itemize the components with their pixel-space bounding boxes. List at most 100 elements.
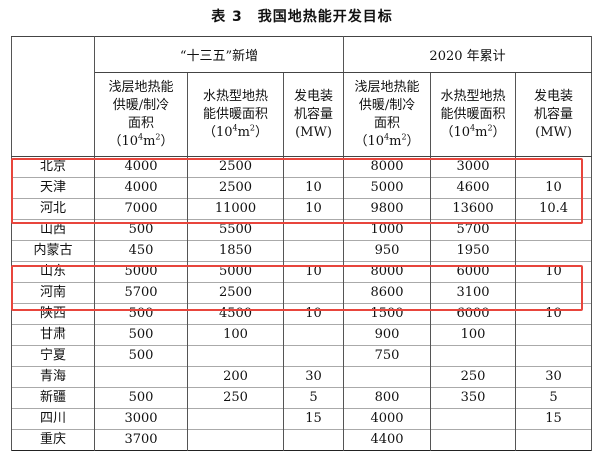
hydro-plan-cell: 2500 xyxy=(187,156,284,178)
shallow-plan-cell: 3000 xyxy=(94,408,188,430)
shallow-plan-cell: 7000 xyxy=(94,198,188,220)
power-cumulative-cell: 10 xyxy=(515,261,593,283)
power-cumulative-cell: 10.4 xyxy=(515,198,593,220)
shallow-cumulative-cell: 8000 xyxy=(343,261,432,283)
hydro-cumulative-cell: 4600 xyxy=(430,177,517,199)
shallow-cumulative-cell: 750 xyxy=(343,345,432,367)
hydro-plan-cell xyxy=(187,429,284,451)
table-row: 河南 5700 2500 8600 3100 xyxy=(11,282,593,304)
hydro-plan-cell: 1850 xyxy=(187,240,284,262)
hydro-plan-cell: 11000 xyxy=(187,198,284,220)
hydro-cumulative-cell: 3000 xyxy=(430,156,517,178)
header-line: 水热型地热 xyxy=(202,88,268,104)
hydro-cumulative-cell xyxy=(430,429,517,451)
header-line: 机容量 xyxy=(534,106,574,122)
shallow-cumulative-cell: 800 xyxy=(343,387,432,409)
power-plan-cell: 15 xyxy=(282,408,345,430)
hydro-plan-cell: 5500 xyxy=(187,219,284,241)
power-cumulative-cell: 5 xyxy=(515,387,593,409)
region-cell: 青海 xyxy=(11,366,95,388)
power-plan-cell: 10 xyxy=(282,261,345,283)
hydro-plan-cell xyxy=(187,408,284,430)
hydro-cumulative-cell xyxy=(430,408,517,430)
shallow-plan-cell: 4000 xyxy=(94,156,188,178)
unit-label: （104m2） xyxy=(202,123,269,140)
shallow-plan-cell: 500 xyxy=(94,345,188,367)
power-plan-cell xyxy=(282,324,345,346)
region-cell: 四川 xyxy=(11,408,95,430)
power-cumulative-cell xyxy=(515,240,593,262)
table-row: 内蒙古 450 1850 950 1950 xyxy=(11,240,593,262)
header-line: 水热型地热 xyxy=(440,88,506,104)
power-plan-cell xyxy=(282,156,345,178)
header-line: (MW) xyxy=(535,124,572,140)
table-row: 陕西 500 4500 10 1500 6000 10 xyxy=(11,303,593,325)
power-cumulative-cell xyxy=(515,429,593,451)
group-header-plan: “十三五”新增 xyxy=(93,36,345,73)
shallow-cumulative-cell: 8000 xyxy=(343,156,432,178)
header-line: 浅层地热能 xyxy=(108,79,174,95)
hydro-cumulative-cell: 100 xyxy=(430,324,517,346)
table-row: 山东 5000 5000 10 8000 6000 10 xyxy=(11,261,593,283)
shallow-plan-cell: 500 xyxy=(94,219,188,241)
geothermal-targets-table: “十三五”新增 2020 年累计 浅层地热能 供暖/制冷 面积 （104m2） 水热型… xyxy=(11,36,593,451)
shallow-cumulative-cell: 8600 xyxy=(343,282,432,304)
table-row: 北京 4000 2500 8000 3000 xyxy=(11,156,593,178)
region-cell: 天津 xyxy=(11,177,95,199)
power-plan-cell: 10 xyxy=(282,303,345,325)
shallow-cumulative-cell: 4000 xyxy=(343,408,432,430)
shallow-plan-cell: 500 xyxy=(94,324,188,346)
power-plan-cell xyxy=(282,282,345,304)
region-cell: 新疆 xyxy=(11,387,95,409)
unit-label: （104m2） xyxy=(440,123,506,140)
power-plan-cell xyxy=(282,429,345,451)
region-cell: 陕西 xyxy=(11,303,95,325)
shallow-plan-cell: 450 xyxy=(94,240,188,262)
power-cumulative-cell: 15 xyxy=(515,408,593,430)
table-body: 北京 4000 2500 8000 3000 天津 4000 2500 10 5000 4600 10… xyxy=(11,156,593,451)
table-row: 新疆 500 250 5 800 350 5 xyxy=(11,387,593,409)
shallow-plan-cell xyxy=(94,366,188,388)
unit-label: （104m2） xyxy=(354,132,420,149)
header-line: 供暖/制冷 xyxy=(358,97,416,113)
power-cumulative-cell: 10 xyxy=(515,177,593,199)
unit-label: （104m2） xyxy=(108,132,174,149)
power-cumulative-cell: 10 xyxy=(515,303,593,325)
table-row: 青海 200 30 250 30 xyxy=(11,366,593,388)
header-line: (MW) xyxy=(295,124,332,140)
power-plan-cell: 10 xyxy=(282,177,345,199)
power-cumulative-cell xyxy=(515,282,593,304)
header-line: 机容量 xyxy=(294,106,334,122)
header-line: 面积 xyxy=(374,115,401,131)
region-cell: 河南 xyxy=(11,282,95,304)
hydro-cumulative-cell: 5700 xyxy=(430,219,517,241)
hydro-cumulative-cell: 350 xyxy=(430,387,517,409)
hydro-plan-cell: 200 xyxy=(187,366,284,388)
header-power-plan: 发电装 机容量 (MW) xyxy=(282,72,345,157)
shallow-plan-cell: 5700 xyxy=(94,282,188,304)
power-cumulative-cell xyxy=(515,345,593,367)
region-cell: 北京 xyxy=(11,156,95,178)
header-line: 能供暖面积 xyxy=(440,106,506,122)
table-row: 天津 4000 2500 10 5000 4600 10 xyxy=(11,177,593,199)
table-row: 河北 7000 11000 10 9800 13600 10.4 xyxy=(11,198,593,220)
region-cell: 河北 xyxy=(11,198,95,220)
region-cell: 山西 xyxy=(11,219,95,241)
shallow-plan-cell: 4000 xyxy=(94,177,188,199)
power-cumulative-cell: 30 xyxy=(515,366,593,388)
header-line: 浅层地热能 xyxy=(354,79,420,95)
header-power-cumulative: 发电装 机容量 (MW) xyxy=(515,72,593,157)
shallow-cumulative-cell: 900 xyxy=(343,324,432,346)
shallow-plan-cell: 5000 xyxy=(94,261,188,283)
hydro-cumulative-cell: 250 xyxy=(430,366,517,388)
shallow-cumulative-cell xyxy=(343,366,432,388)
table-title: 表 3 我国地热能开发目标 xyxy=(211,9,393,25)
region-cell: 宁夏 xyxy=(11,345,95,367)
header-hydro-plan: 水热型地热 能供暖面积 （104m2） xyxy=(187,72,284,157)
header-line: 供暖/制冷 xyxy=(112,97,170,113)
hydro-cumulative-cell xyxy=(430,345,517,367)
shallow-cumulative-cell: 5000 xyxy=(343,177,432,199)
shallow-plan-cell: 500 xyxy=(94,303,188,325)
power-plan-cell: 30 xyxy=(282,366,345,388)
table-row: 甘肃 500 100 900 100 xyxy=(11,324,593,346)
